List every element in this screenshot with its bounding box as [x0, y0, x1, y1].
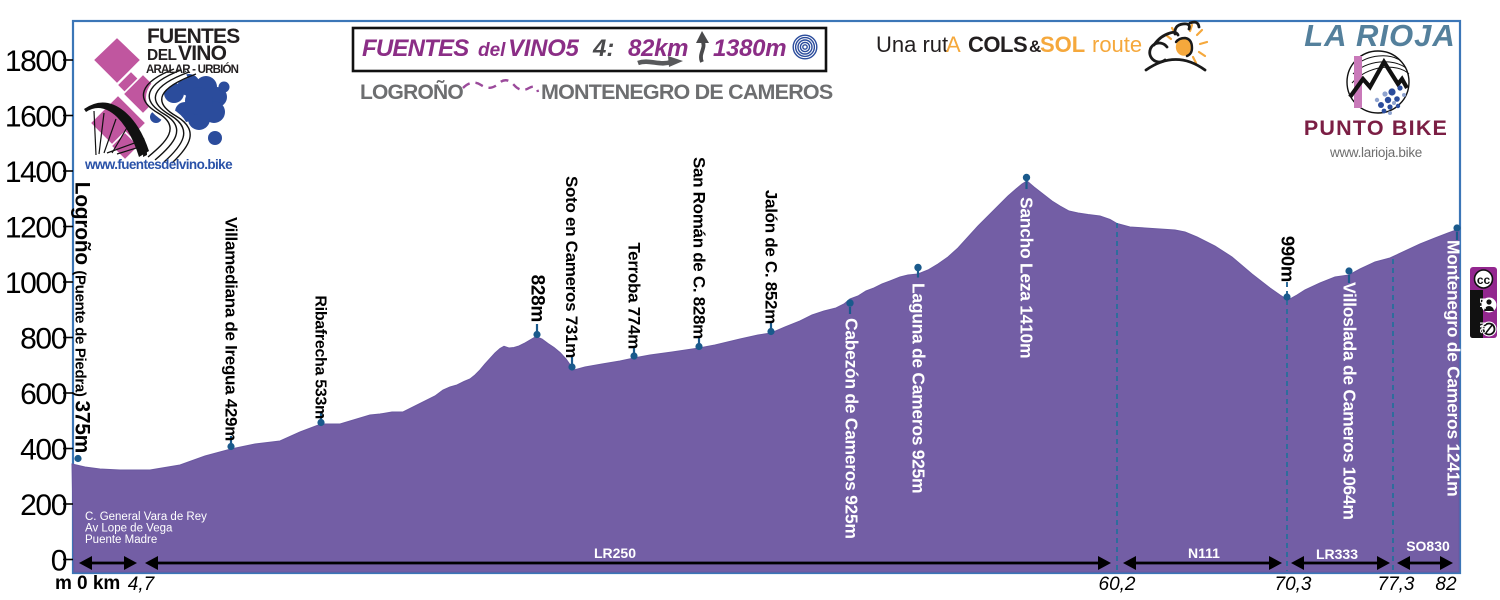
svg-text:Montenegro de Cameros 1241m: Montenegro de Cameros 1241m	[1444, 240, 1464, 496]
svg-text:600: 600	[20, 378, 67, 411]
svg-text:ARALAR - URBIÓN: ARALAR - URBIÓN	[146, 63, 239, 76]
svg-text:LA RIOJA: LA RIOJA	[1304, 18, 1456, 53]
svg-text:&: &	[1029, 37, 1041, 56]
svg-text:LR250: LR250	[594, 545, 636, 561]
svg-text:0: 0	[51, 545, 67, 578]
svg-text:C. General Vara de Rey: C. General Vara de Rey	[85, 511, 207, 523]
svg-text:Villoslada de Cameros 1064m: Villoslada de Cameros 1064m	[1340, 282, 1360, 520]
svg-text:cc: cc	[1477, 273, 1491, 287]
svg-text:DEL: DEL	[147, 47, 177, 64]
svg-text:VINO5: VINO5	[508, 35, 579, 62]
svg-text:Laguna de Cameros 925m: Laguna de Cameros 925m	[909, 283, 929, 493]
svg-text:COLS: COLS	[968, 32, 1027, 57]
svg-text:Puente Madre: Puente Madre	[85, 534, 157, 546]
svg-text:A: A	[946, 32, 961, 57]
svg-text:Terroba 774m: Terroba 774m	[625, 242, 644, 349]
svg-text:Villamediana de Iregua 429m: Villamediana de Iregua 429m	[222, 217, 241, 441]
svg-text:MONTENEGRO DE CAMEROS: MONTENEGRO DE CAMEROS	[541, 80, 833, 104]
svg-text:Logroño (Puente de Piedra) 375: Logroño (Puente de Piedra) 375m	[71, 182, 94, 453]
svg-text:BY: BY	[1478, 298, 1487, 310]
svg-text:60,2: 60,2	[1099, 574, 1136, 595]
svg-text:www.larioja.bike: www.larioja.bike	[1329, 145, 1422, 160]
svg-text:LR333: LR333	[1316, 546, 1358, 562]
svg-text:77,3: 77,3	[1378, 574, 1415, 595]
svg-text:N111: N111	[1188, 545, 1220, 561]
svg-text:PUNTO BIKE: PUNTO BIKE	[1304, 116, 1448, 140]
svg-text:Jalón de C. 852m: Jalón de C. 852m	[762, 190, 781, 324]
svg-text:4:: 4:	[592, 35, 614, 62]
svg-text:Soto en Cameros 731m: Soto en Cameros 731m	[562, 176, 581, 358]
svg-text:0 km: 0 km	[77, 573, 120, 594]
svg-text:Av Lope de Vega: Av Lope de Vega	[85, 523, 173, 535]
svg-text:San Román de C. 828m: San Román de C. 828m	[690, 157, 709, 339]
svg-text:LOGROÑO: LOGROÑO	[360, 81, 463, 104]
svg-text:1380m: 1380m	[713, 35, 786, 62]
svg-text:NC: NC	[1478, 322, 1487, 334]
svg-text:www.fuentesdelvino.bike: www.fuentesdelvino.bike	[84, 157, 233, 172]
svg-text:828m: 828m	[527, 275, 548, 322]
svg-text:Cabezón de Cameros 925m: Cabezón de Cameros 925m	[842, 318, 862, 539]
svg-text:1200: 1200	[5, 212, 67, 245]
svg-text:70,3: 70,3	[1275, 574, 1312, 595]
svg-text:SOL: SOL	[1040, 32, 1085, 57]
svg-text:1600: 1600	[5, 101, 67, 134]
svg-text:1800: 1800	[5, 45, 67, 78]
svg-text:del: del	[478, 40, 506, 61]
svg-text:Una rut: Una rut	[876, 32, 948, 57]
svg-text:m: m	[55, 573, 72, 594]
svg-text:Ribafrecha 533m: Ribafrecha 533m	[312, 295, 329, 419]
svg-text:VINO: VINO	[178, 42, 227, 65]
svg-text:SO830: SO830	[1406, 538, 1450, 554]
svg-text:Sancho Leza 1410m: Sancho Leza 1410m	[1017, 197, 1037, 358]
svg-text:1000: 1000	[5, 267, 67, 300]
svg-text:990m: 990m	[1278, 236, 1299, 282]
svg-text:200: 200	[20, 489, 67, 522]
svg-text:FUENTES: FUENTES	[362, 35, 469, 62]
svg-text:FUENTES: FUENTES	[147, 25, 240, 48]
svg-text:4,7: 4,7	[128, 574, 156, 595]
svg-text:400: 400	[20, 434, 67, 467]
svg-text:82km: 82km	[628, 35, 688, 62]
svg-text:1400: 1400	[5, 156, 67, 189]
svg-text:800: 800	[20, 323, 67, 356]
svg-text:route: route	[1092, 32, 1142, 57]
svg-text:82: 82	[1435, 574, 1457, 595]
